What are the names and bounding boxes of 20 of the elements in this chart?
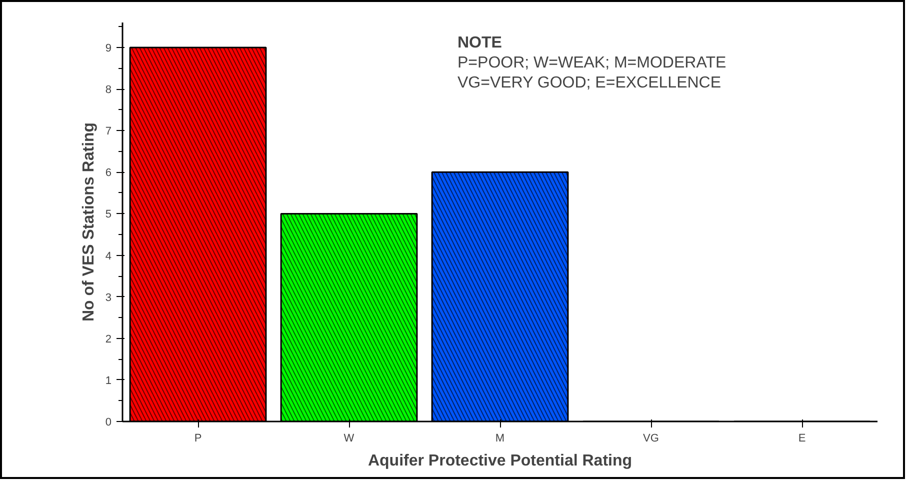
y-tick-label: 5 <box>105 208 112 221</box>
x-tick-label: W <box>344 432 355 444</box>
y-axis-title: No of VES Stations Rating <box>80 122 98 322</box>
annotation: NOTE <box>458 34 502 52</box>
x-tick-label: VG <box>643 432 659 444</box>
x-tick-label: P <box>194 432 202 444</box>
x-axis-title: Aquifer Protective Potential Rating <box>368 452 632 470</box>
y-tick-label: 1 <box>105 374 112 387</box>
x-tick-label: E <box>798 432 806 444</box>
x-tick-label: M <box>495 432 505 444</box>
y-tick-label: 8 <box>105 84 112 96</box>
y-tick-label: 7 <box>105 126 112 138</box>
y-tick-label: 3 <box>105 292 112 304</box>
y-tick-label: 2 <box>105 333 112 346</box>
annotation: P=POOR; W=WEAK; M=MODERATE <box>458 54 726 72</box>
y-tick-label: 9 <box>105 42 112 54</box>
y-tick-label: 4 <box>105 250 112 262</box>
y-tick-label: 6 <box>105 167 112 180</box>
y-tick-label: 0 <box>105 416 112 428</box>
annotation: VG=VERY GOOD; E=EXCELLENCE <box>458 74 722 92</box>
